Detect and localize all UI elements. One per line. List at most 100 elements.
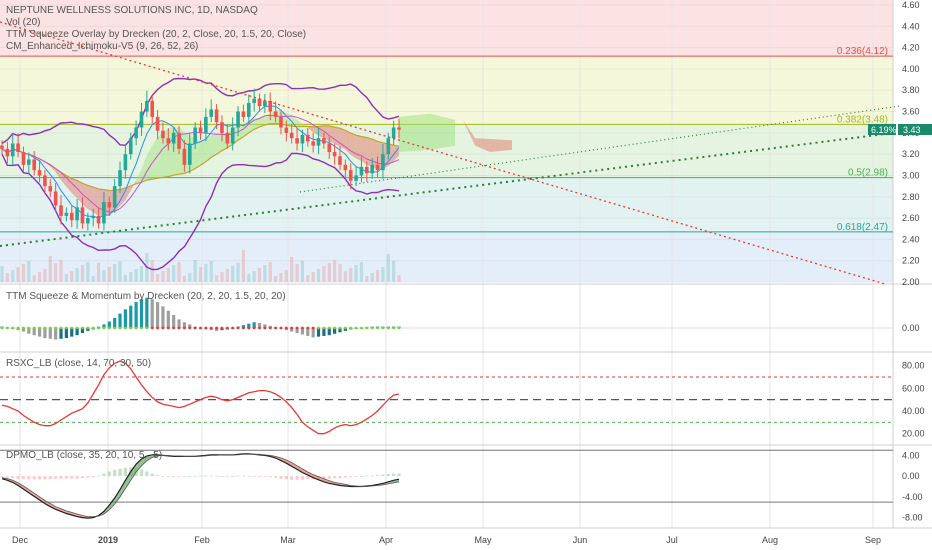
squeeze-tick-0: 0.00 xyxy=(902,323,920,333)
squeeze-dot-58 xyxy=(311,326,315,330)
volume-bar-46 xyxy=(247,274,251,282)
cloud-seg-64 xyxy=(345,130,351,155)
dpmo-hist-4 xyxy=(21,476,26,480)
dpmo-fill-23 xyxy=(125,471,131,489)
squeeze-dot-19 xyxy=(102,326,106,330)
squeeze-bar-35 xyxy=(188,324,192,328)
squeeze-dot-61 xyxy=(327,326,331,330)
squeeze-dot-72 xyxy=(386,326,390,330)
squeeze-dot-5 xyxy=(27,326,31,330)
candle-body-25 xyxy=(134,127,138,139)
squeeze-bar-7 xyxy=(37,328,42,337)
squeeze-dot-18 xyxy=(97,326,100,330)
volume-bar-18 xyxy=(96,263,101,282)
dpmo-hist-34 xyxy=(182,476,187,477)
dpmo-hist-51 xyxy=(274,476,278,478)
squeeze-dot-27 xyxy=(145,326,149,330)
volume-bar-63 xyxy=(338,264,342,282)
squeeze-dot-26 xyxy=(140,326,143,330)
volume-bar-48 xyxy=(257,268,262,282)
cloud-seg-23 xyxy=(125,185,131,201)
volume-bar-41 xyxy=(220,272,224,282)
price-axis: 4.604.404.204.003.803.603.403.203.002.80… xyxy=(902,0,920,287)
volume-bar-30 xyxy=(161,271,165,282)
squeeze-bar-21 xyxy=(113,317,117,328)
dpmo-hist-13 xyxy=(70,476,74,479)
volume-bar-5 xyxy=(27,261,31,282)
dpmo-hist-55 xyxy=(295,476,299,480)
dpmo-fill-58 xyxy=(313,474,319,480)
volume-bar-2 xyxy=(11,270,15,282)
dpmo-line xyxy=(1,453,400,519)
dpmo-hist-27 xyxy=(145,471,149,477)
dpmo-fill-20 xyxy=(109,497,115,510)
price-tick-1: 4.40 xyxy=(902,21,920,31)
volume-bar-42 xyxy=(225,269,229,282)
volume-bar-37 xyxy=(198,267,203,282)
dpmo-hist-70 xyxy=(375,475,380,477)
squeeze-bar-40 xyxy=(214,328,219,331)
chart-title: NEPTUNE WELLNESS SOLUTIONS INC, 1D, NASD… xyxy=(6,5,258,16)
price-tick-5: 3.60 xyxy=(902,107,920,117)
fib-label-2: 0.5(2.98) xyxy=(848,168,888,179)
dpmo-hist-62 xyxy=(333,476,337,479)
candle-body-1 xyxy=(5,148,10,157)
dpmo-hist-72 xyxy=(386,474,390,477)
volume-bar-64 xyxy=(343,271,347,282)
candle-body-48 xyxy=(257,98,262,107)
cloud-seg-17 xyxy=(93,187,99,216)
squeeze-bar-33 xyxy=(177,319,181,328)
squeeze-dot-56 xyxy=(301,326,304,330)
dpmo-hist-52 xyxy=(279,476,283,479)
candle-body-67 xyxy=(359,166,364,176)
candle-body-56 xyxy=(300,134,305,144)
volume-bar-65 xyxy=(349,268,353,282)
squeeze-dot-46 xyxy=(247,326,251,330)
candle-body-2 xyxy=(10,143,15,157)
rsx-panel: 80.00 60.00 40.00 20.00 xyxy=(0,360,925,439)
dpmo-fill-24 xyxy=(130,464,137,481)
rsx-line xyxy=(1,360,400,435)
volume-bar-72 xyxy=(386,254,390,282)
volume-bar-15 xyxy=(80,265,85,282)
candle-body-5 xyxy=(27,159,31,165)
squeeze-dot-70 xyxy=(376,326,379,330)
panel-title-rsx: RSXC_LB (close, 14, 70, 30, 50) xyxy=(6,358,151,369)
squeeze-dot-71 xyxy=(381,326,385,330)
cloud-seg-13 xyxy=(71,178,78,199)
cloud-seg-36 xyxy=(195,138,201,169)
squeeze-dot-35 xyxy=(188,326,192,330)
dpmo-hist-0 xyxy=(0,476,4,478)
dpmo-fill-9 xyxy=(50,503,56,510)
cloud-seg-25 xyxy=(136,168,142,184)
volume-bar-25 xyxy=(134,269,138,282)
dpmo-hist-42 xyxy=(225,476,229,477)
candle-body-68 xyxy=(365,166,369,174)
squeeze-bar-60 xyxy=(322,328,326,336)
candle-body-49 xyxy=(263,100,267,107)
bollinger-upper-line xyxy=(1,77,400,147)
rsx-tick-2: 40.00 xyxy=(902,406,925,416)
dpmo-hist-61 xyxy=(327,476,331,479)
squeeze-dot-15 xyxy=(81,326,84,330)
candle-body-18 xyxy=(96,215,101,224)
candle-body-43 xyxy=(230,127,235,144)
dpmo-hist-6 xyxy=(32,476,36,480)
time-tick-1: 2019 xyxy=(98,535,118,545)
candle-body-36 xyxy=(193,127,197,144)
squeeze-bar-49 xyxy=(263,324,267,328)
volume-bar-14 xyxy=(75,268,79,282)
cloud-seg-55 xyxy=(297,119,303,127)
squeeze-dot-48 xyxy=(258,326,261,330)
cloud-seg-14 xyxy=(77,180,83,205)
candle-body-64 xyxy=(343,164,348,171)
dpmo-fill-7 xyxy=(39,496,45,504)
dpmo-hist-40 xyxy=(214,475,219,477)
volume-bar-31 xyxy=(166,268,170,282)
dpmo-fill-53 xyxy=(286,460,292,467)
volume-bar-45 xyxy=(241,250,246,282)
squeeze-bar-22 xyxy=(118,313,122,328)
candle-body-46 xyxy=(246,103,251,117)
volume-bar-73 xyxy=(392,261,396,282)
